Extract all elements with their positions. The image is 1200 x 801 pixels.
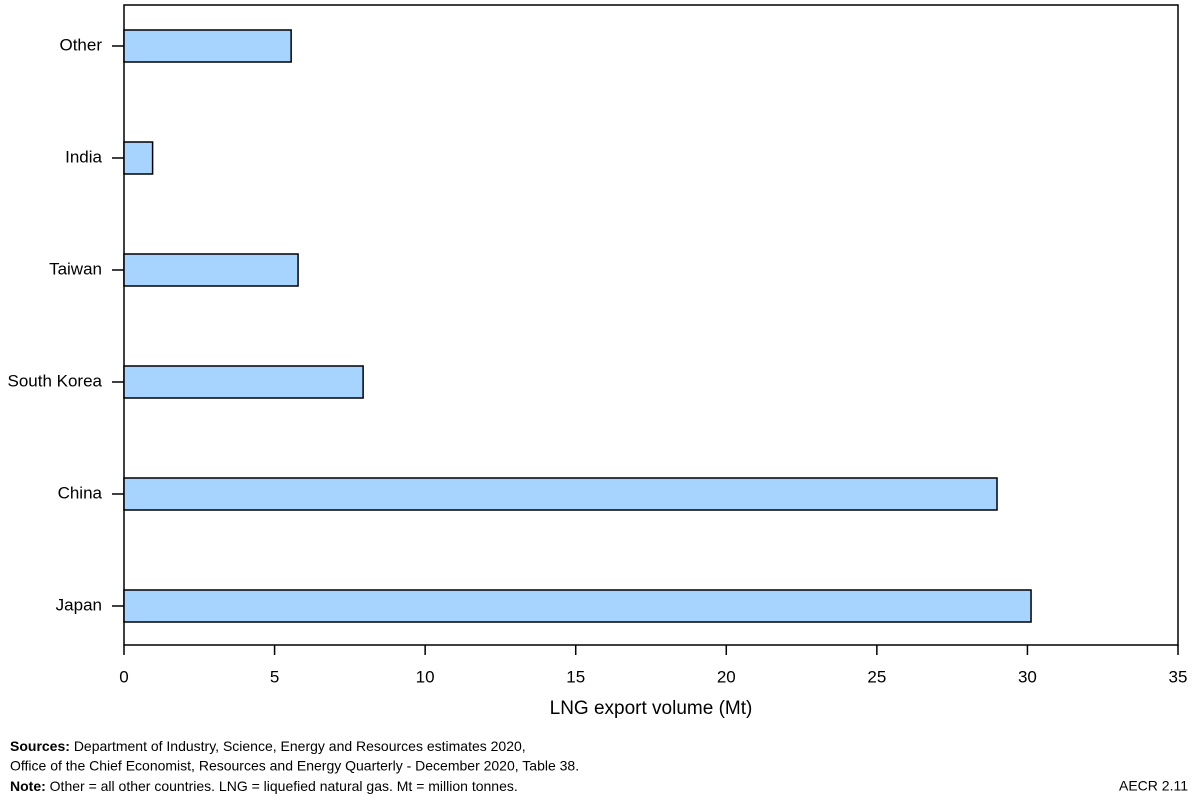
bar (123, 589, 1032, 623)
note-label: Note: (10, 778, 46, 794)
note-text: Other = all other countries. LNG = lique… (50, 778, 518, 794)
y-tick-label: Taiwan (49, 259, 102, 278)
x-axis-label: LNG export volume (Mt) (550, 698, 753, 719)
y-tick-label: Other (59, 35, 102, 54)
bar (123, 477, 998, 511)
plot-frame (123, 4, 1179, 646)
x-tick-label: 10 (416, 667, 435, 686)
sources-label: Sources: (10, 738, 70, 754)
bar (123, 253, 299, 287)
sources-text: Department of Industry, Science, Energy … (74, 738, 526, 754)
y-tick-label: India (65, 147, 102, 166)
bar (123, 365, 364, 399)
figure-code: AECR 2.11 (1119, 778, 1188, 794)
x-tick-label: 20 (717, 667, 736, 686)
x-tick-label: 35 (1169, 667, 1188, 686)
x-tick-label: 25 (867, 667, 886, 686)
x-tick-label: 5 (270, 667, 279, 686)
y-tick-label: South Korea (7, 371, 102, 390)
sources: Sources: Department of Industry, Science… (10, 738, 526, 754)
bar (123, 29, 292, 63)
bar (123, 141, 154, 175)
note: Note: Other = all other countries. LNG =… (10, 778, 518, 794)
x-tick-label: 30 (1018, 667, 1037, 686)
y-tick-label: Japan (56, 595, 102, 614)
x-tick-label: 15 (566, 667, 585, 686)
x-tick-label: 0 (119, 667, 128, 686)
y-tick-label: China (58, 483, 103, 502)
sources-text: Office of the Chief Economist, Resources… (10, 758, 579, 774)
